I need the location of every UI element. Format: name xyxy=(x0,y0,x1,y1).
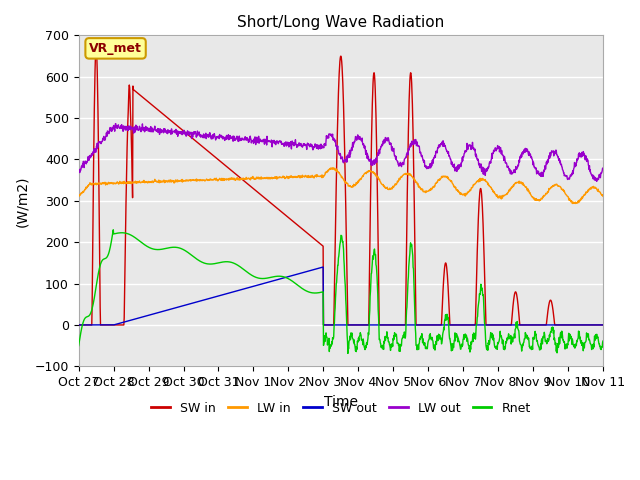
Y-axis label: (W/m2): (W/m2) xyxy=(15,175,29,227)
X-axis label: Time: Time xyxy=(324,395,358,408)
Text: VR_met: VR_met xyxy=(89,42,142,55)
Legend: SW in, LW in, SW out, LW out, Rnet: SW in, LW in, SW out, LW out, Rnet xyxy=(146,396,536,420)
Title: Short/Long Wave Radiation: Short/Long Wave Radiation xyxy=(237,15,444,30)
